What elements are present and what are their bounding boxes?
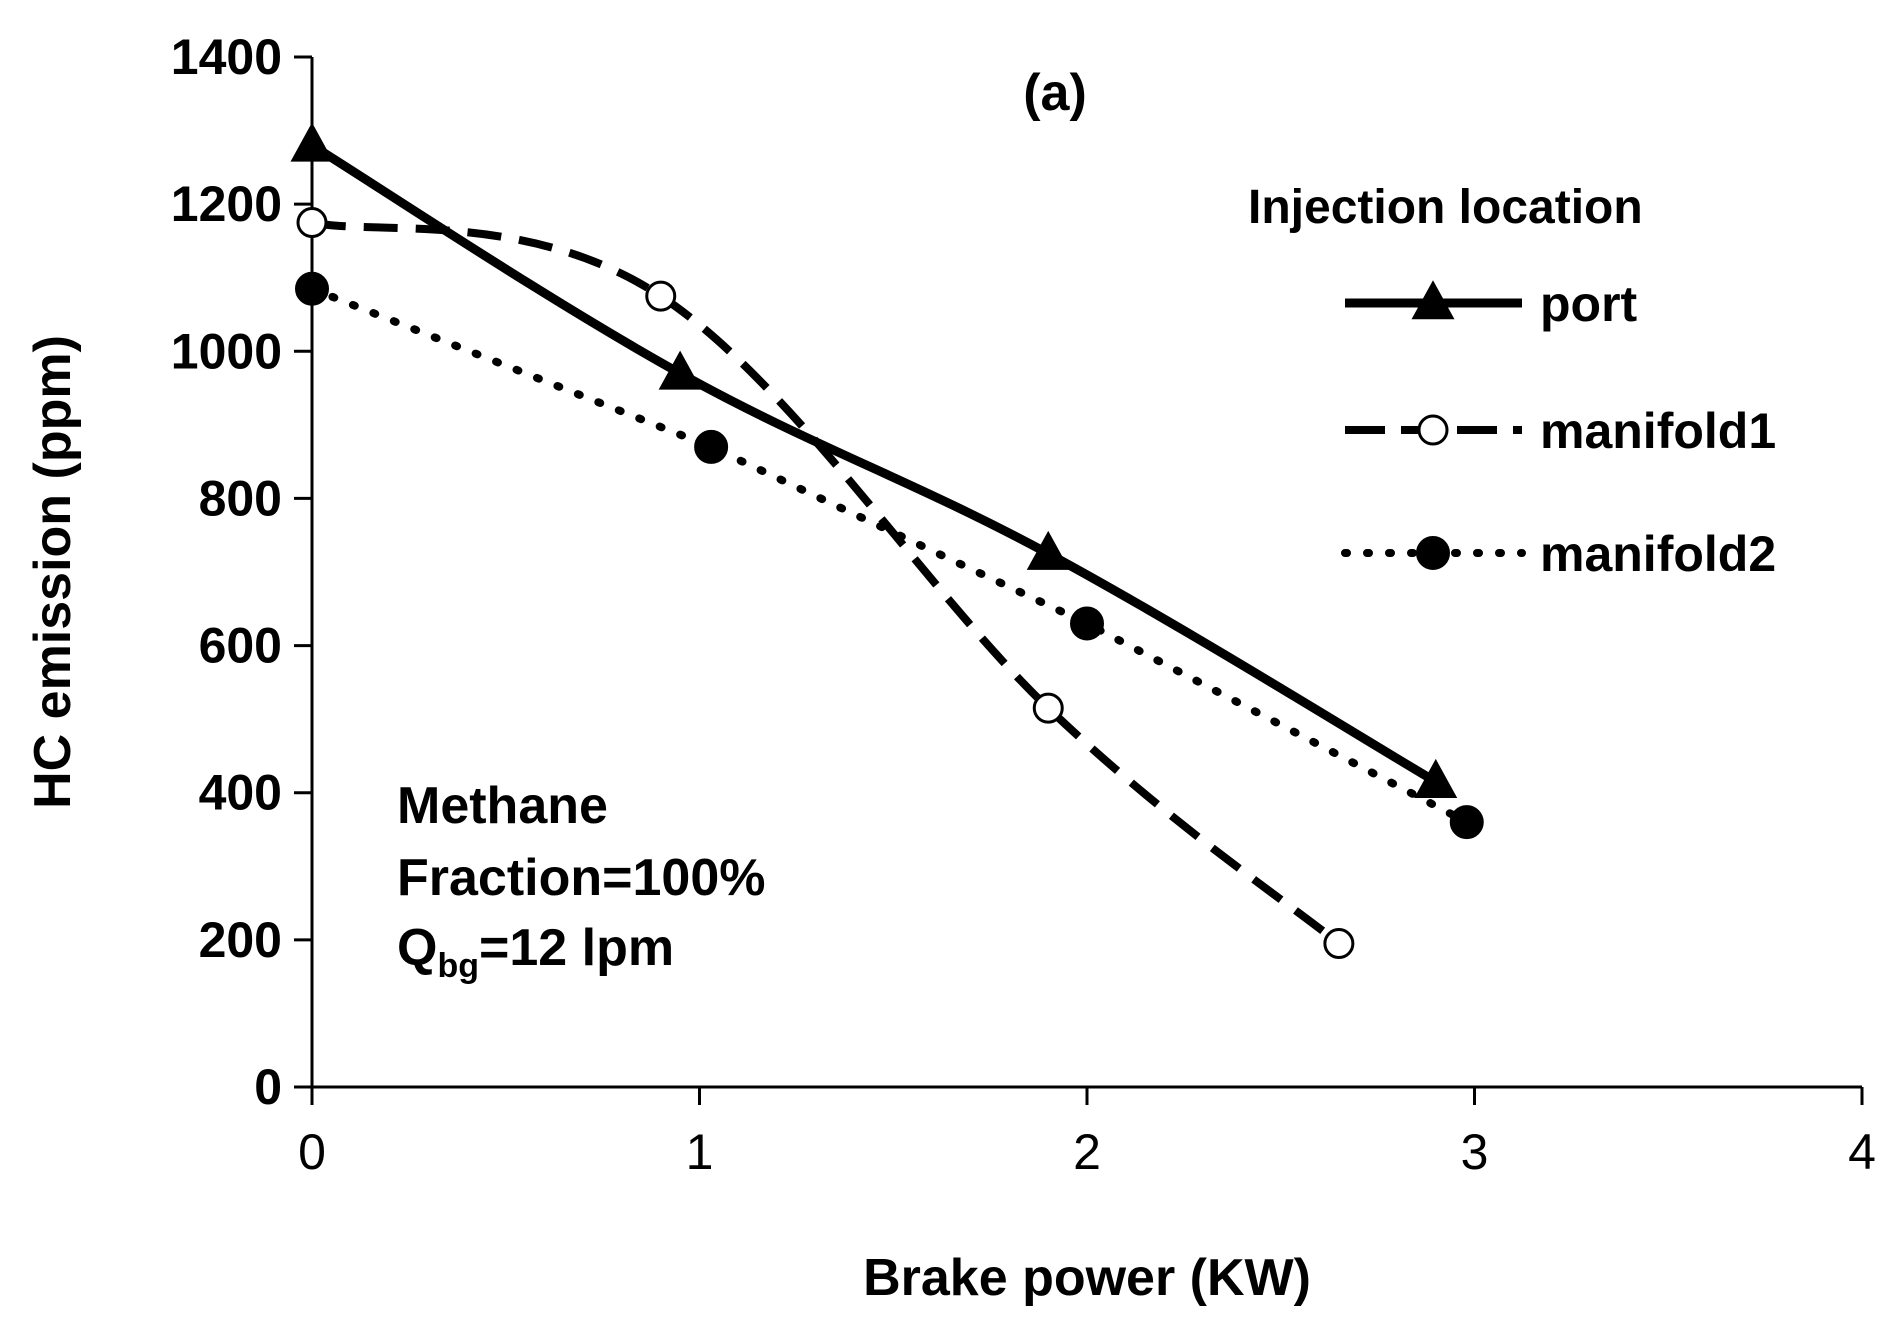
data-point-port: [290, 122, 334, 162]
x-tick-label: 4: [1848, 1124, 1876, 1180]
legend-item-port: port: [1345, 276, 1638, 332]
annotation-box: Methane Fraction=100% Qbg=12 lpm: [397, 777, 766, 985]
data-point-manifold1: [1032, 692, 1064, 724]
series-manifold1: [296, 207, 1355, 960]
annotation-fraction: Fraction=100%: [397, 849, 766, 907]
legend-label: port: [1540, 276, 1638, 332]
series-port: [290, 122, 1458, 798]
legend-swatch-marker: [1411, 280, 1455, 320]
data-point-port: [658, 350, 702, 390]
panel-label: (a): [1023, 64, 1087, 122]
series-layer: [290, 122, 1484, 960]
y-tick-label: 600: [199, 618, 282, 674]
series-line-manifold2: [308, 284, 1471, 827]
data-point-port: [1026, 530, 1070, 570]
legend-swatch-marker: [1417, 414, 1449, 446]
annotation-flow: Qbg=12 lpm: [397, 919, 674, 985]
series-manifold2: [295, 271, 1484, 840]
axes: 0 200 400 600 800 1000 1200 1400 0 1 2 3 4: [171, 29, 1876, 1180]
data-point-manifold2: [295, 271, 329, 306]
series-line-port: [309, 141, 1439, 786]
x-tick-label: 0: [298, 1124, 326, 1180]
y-tick-label: 1400: [171, 29, 282, 85]
y-tick-label: 1200: [171, 176, 282, 232]
legend-swatch-marker: [1416, 536, 1450, 570]
x-tick-label: 1: [686, 1124, 714, 1180]
y-tick-label: 1000: [171, 323, 282, 379]
legend-label: manifold2: [1540, 526, 1776, 582]
legend-item-manifold2: manifold2: [1341, 526, 1776, 582]
data-point-manifold2: [694, 429, 729, 464]
legend-title: Injection location: [1248, 181, 1643, 234]
y-tick-label: 400: [199, 765, 282, 821]
annotation-flow-q: Q: [397, 919, 437, 977]
data-point-port: [1414, 758, 1458, 798]
annotation-flow-sub: bg: [437, 947, 479, 985]
legend-item-manifold1: manifold1: [1345, 403, 1776, 459]
y-tick-label: 0: [254, 1059, 282, 1115]
y-axis-label: HC emission (ppm): [24, 335, 82, 809]
legend: port manifold1 manifold2: [1341, 276, 1776, 582]
annotation-flow-rest: =12 lpm: [479, 919, 674, 977]
data-point-manifold1: [645, 280, 677, 312]
y-tick-label: 200: [199, 912, 282, 968]
legend-label: manifold1: [1540, 403, 1776, 459]
x-axis-label: Brake power (KW): [863, 1249, 1311, 1307]
data-point-manifold1: [296, 207, 328, 239]
annotation-methane: Methane: [397, 777, 608, 835]
data-point-manifold2: [1070, 606, 1104, 641]
x-tick-label: 3: [1461, 1124, 1489, 1180]
series-line-manifold1: [311, 218, 1342, 947]
data-point-manifold1: [1323, 928, 1355, 960]
x-tick-label: 2: [1073, 1124, 1101, 1180]
data-point-manifold2: [1449, 805, 1484, 840]
y-tick-label: 800: [199, 470, 282, 526]
